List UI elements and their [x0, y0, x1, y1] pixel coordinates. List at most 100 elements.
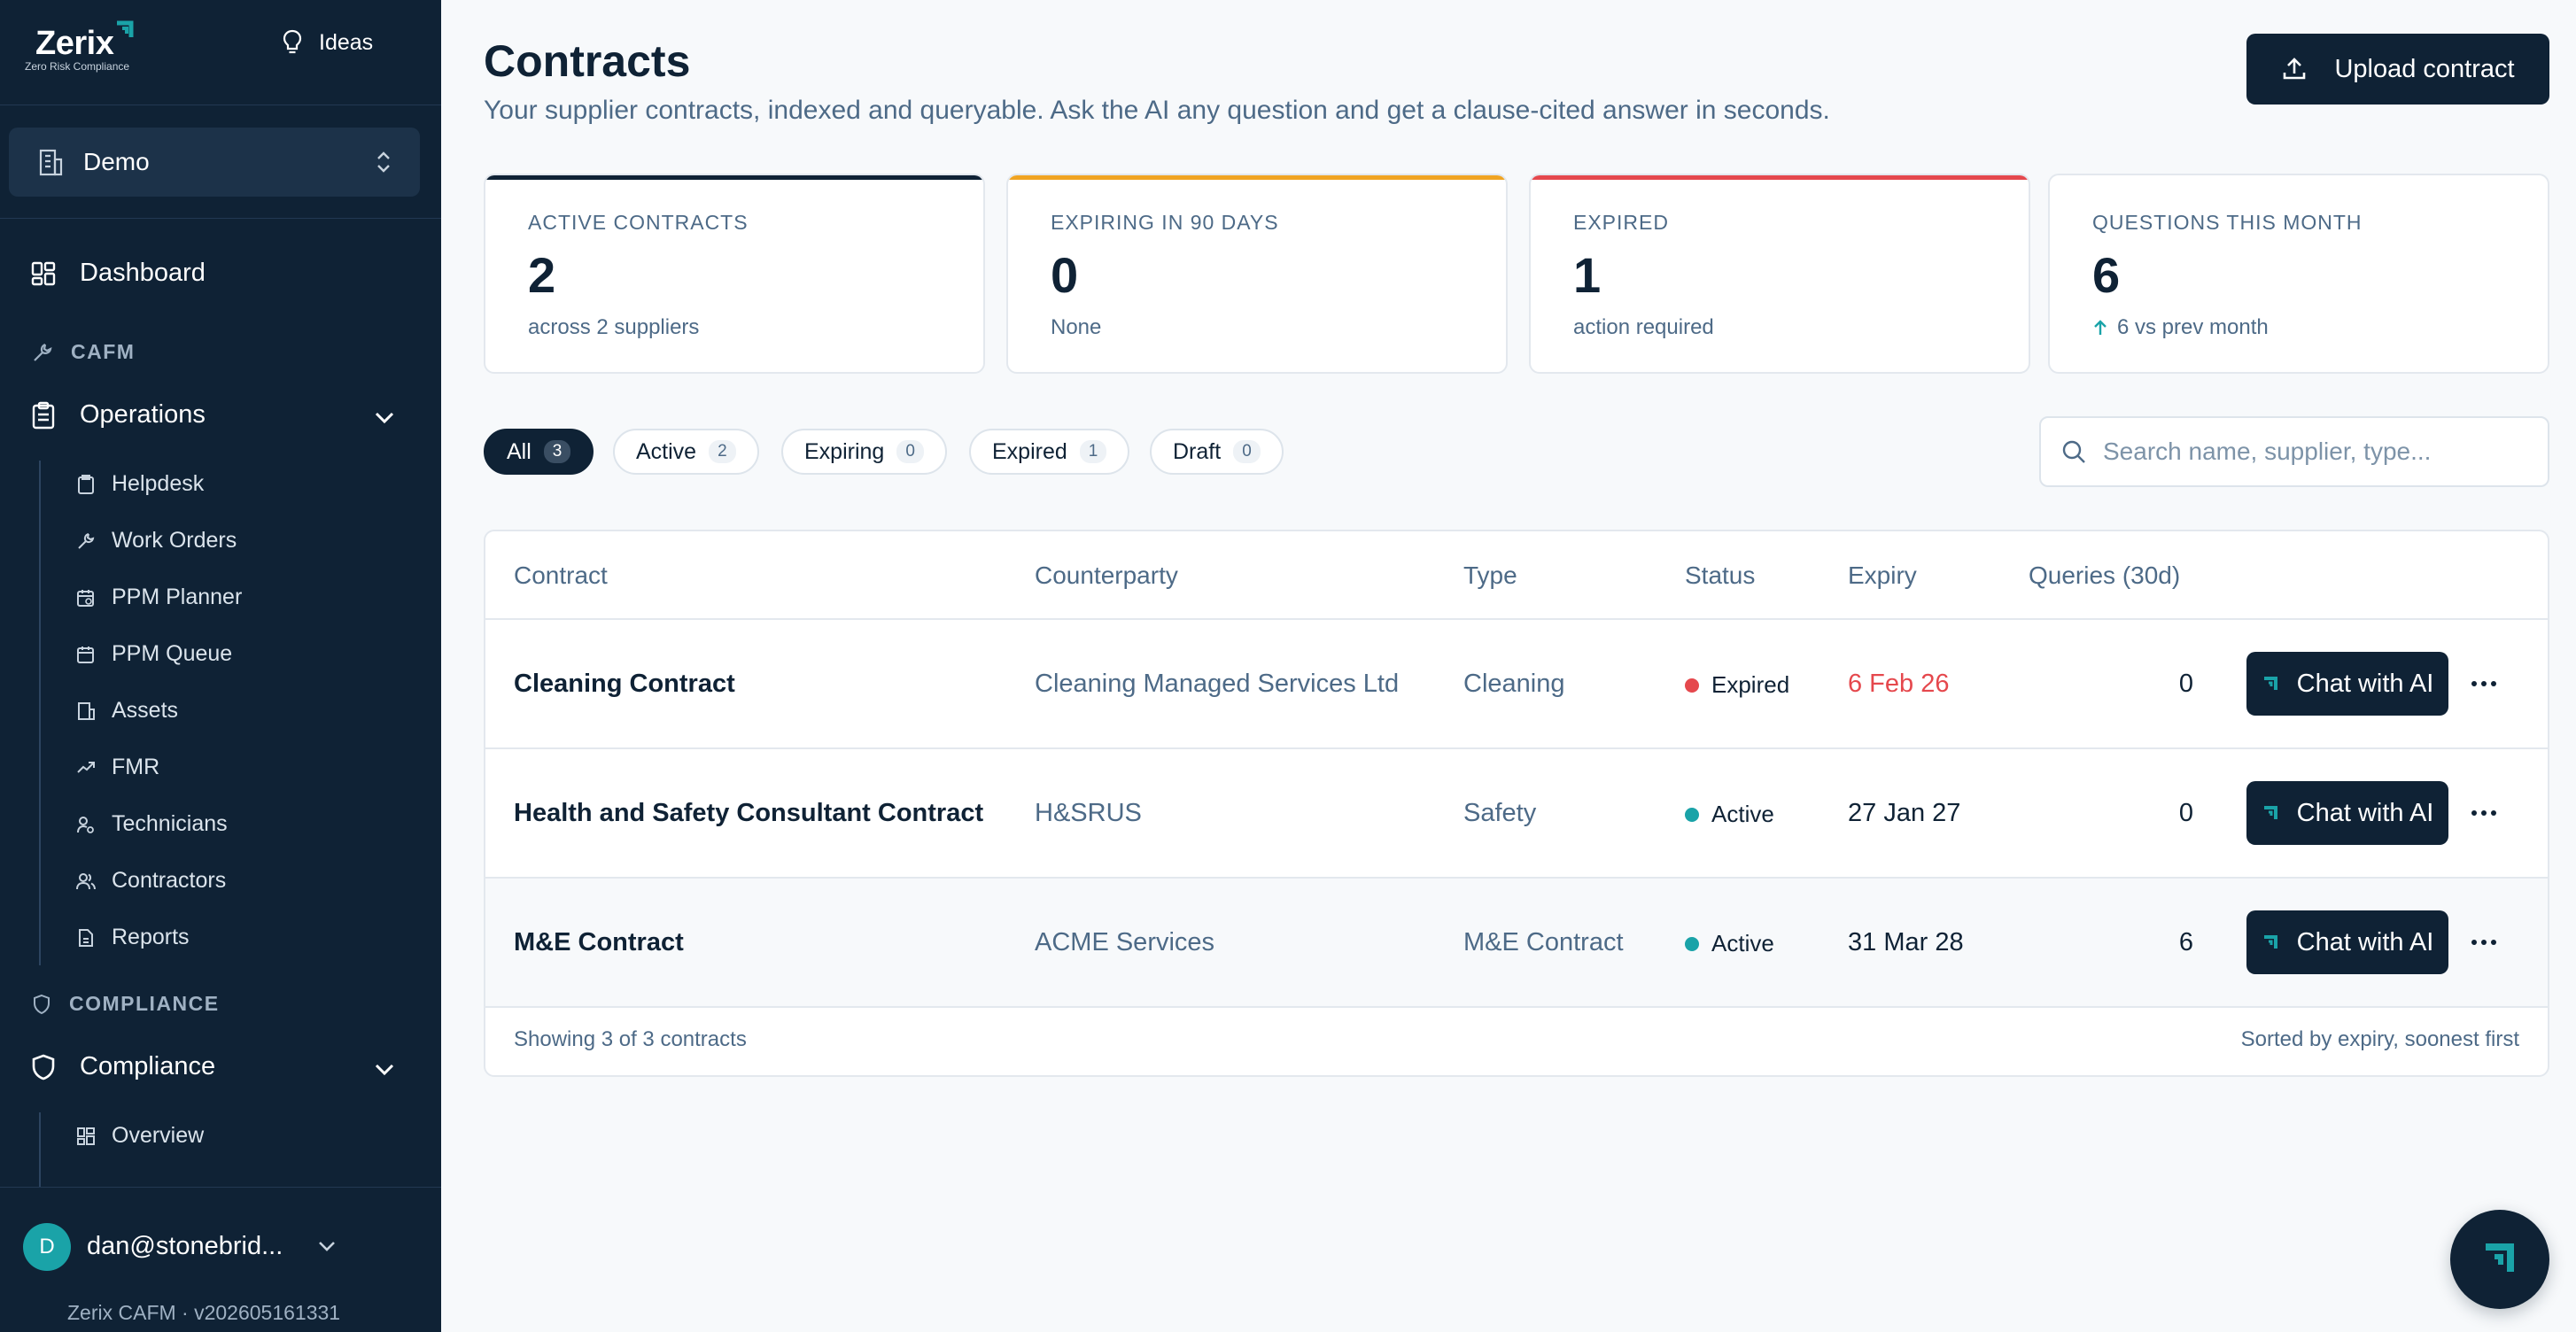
chat-with-ai-button[interactable]: Chat with AI: [2246, 910, 2448, 974]
search-input[interactable]: [2103, 438, 2528, 466]
table-header-divider: [485, 618, 2548, 620]
filter-chip-count: 1: [1079, 440, 1107, 463]
column-header-contract[interactable]: Contract: [514, 561, 608, 589]
sidebar-item-ppm-queue[interactable]: PPM Queue: [76, 641, 232, 667]
filter-chip-label: Expiring: [804, 438, 885, 464]
more-options-button[interactable]: [2463, 668, 2505, 700]
building-icon: [39, 149, 63, 176]
table-row[interactable]: M&E Contract ACME Services M&E Contract …: [485, 879, 2548, 1008]
sidebar-item-operations[interactable]: Operations: [30, 400, 402, 430]
sidebar-item-overview[interactable]: Overview: [76, 1123, 204, 1149]
user-email[interactable]: dan@stonebrid...: [87, 1232, 283, 1260]
more-options-button[interactable]: [2463, 926, 2505, 958]
sidebar-item-contractors[interactable]: Contractors: [76, 868, 226, 894]
stat-card-accent: [1008, 175, 1506, 180]
sidebar-item-label: PPM Planner: [112, 585, 243, 609]
chevron-down-icon[interactable]: [372, 1061, 397, 1079]
upload-contract-button[interactable]: Upload contract: [2246, 34, 2549, 105]
search-box[interactable]: [2039, 416, 2549, 487]
grid-icon: [31, 261, 56, 285]
counterparty: ACME Services: [1035, 928, 1215, 956]
filter-chip-count: 3: [543, 440, 571, 463]
contract-name[interactable]: M&E Contract: [514, 928, 684, 956]
column-header-status[interactable]: Status: [1685, 561, 1756, 589]
sidebar-item-compliance[interactable]: Compliance: [30, 1052, 402, 1081]
sidebar-item-helpdesk[interactable]: Helpdesk: [76, 471, 204, 497]
filter-chip-expiring[interactable]: Expiring 0: [781, 429, 947, 475]
table-row[interactable]: Health and Safety Consultant Contract H&…: [485, 749, 2548, 879]
contract-type: M&E Contract: [1463, 928, 1624, 956]
upload-contract-label: Upload contract: [2334, 54, 2515, 83]
chat-with-ai-button[interactable]: Chat with AI: [2246, 652, 2448, 716]
shield-icon: [34, 994, 50, 1014]
zerix-mark-icon: [2263, 935, 2277, 949]
zerix-mark-icon: [2263, 677, 2277, 690]
lightbulb-icon: [283, 29, 302, 54]
users-icon: [76, 872, 96, 889]
status-badge: Expired: [1685, 671, 1789, 699]
stat-label: QUESTIONS THIS MONTH: [2092, 211, 2363, 234]
zerix-logo[interactable]: Zerix Zero Risk Compliance: [23, 19, 147, 76]
chevron-down-icon[interactable]: [372, 409, 397, 427]
chevron-down-icon[interactable]: [315, 1239, 338, 1255]
stat-value: 2: [528, 247, 556, 303]
more-horizontal-icon: [2471, 681, 2496, 686]
contract-name[interactable]: Cleaning Contract: [514, 670, 735, 698]
sidebar-item-reports[interactable]: Reports: [76, 925, 190, 950]
ideas-label: Ideas: [319, 29, 374, 55]
filter-chip-expired[interactable]: Expired 1: [969, 429, 1130, 475]
filter-chip-all[interactable]: All 3: [484, 429, 594, 475]
filter-chip-label: Expired: [992, 438, 1067, 464]
sidebar-item-dashboard[interactable]: Dashboard: [30, 259, 206, 288]
stat-card-questions: QUESTIONS THIS MONTH 6 6 vs prev month: [2048, 174, 2549, 374]
expiry-date: 6 Feb 26: [1848, 670, 1950, 698]
stat-sub: None: [1051, 315, 1101, 340]
filter-chip-active[interactable]: Active 2: [613, 429, 759, 475]
status-badge: Active: [1685, 801, 1774, 828]
sidebar-item-label: Overview: [112, 1123, 205, 1148]
filter-chip-count: 0: [896, 440, 924, 463]
sidebar-item-fmr[interactable]: FMR: [76, 755, 159, 780]
calendar-clock-icon: [77, 589, 94, 607]
section-header-compliance: COMPLIANCE: [32, 992, 220, 1016]
stat-label: ACTIVE CONTRACTS: [528, 211, 749, 234]
chat-with-ai-button[interactable]: Chat with AI: [2246, 781, 2448, 845]
ideas-link[interactable]: Ideas: [282, 28, 373, 57]
chevron-up-down-icon: [377, 151, 390, 173]
app-version: Zerix CAFM · v202605161331: [67, 1301, 341, 1324]
table-row[interactable]: Cleaning Contract Cleaning Managed Servi…: [485, 620, 2548, 749]
sidebar-item-ppm-planner[interactable]: PPM Planner: [76, 585, 242, 610]
status-badge: Active: [1685, 930, 1774, 957]
org-selector-label: Demo: [83, 148, 150, 175]
contracts-table: Contract Counterparty Type Status Expiry…: [484, 530, 2549, 1077]
filter-chip-count: 0: [1233, 440, 1261, 463]
expiry-date: 31 Mar 28: [1848, 928, 1964, 956]
more-options-button[interactable]: [2463, 797, 2505, 829]
zerix-mark-icon: [2263, 806, 2277, 819]
stat-card-accent: [485, 175, 983, 180]
contract-name[interactable]: Health and Safety Consultant Contract: [514, 799, 984, 827]
stat-sub: across 2 suppliers: [528, 315, 699, 340]
zerix-mark-icon: [2486, 1243, 2514, 1272]
sidebar-item-label: Compliance: [80, 1052, 216, 1080]
stat-label: EXPIRING IN 90 DAYS: [1051, 211, 1279, 234]
column-header-expiry[interactable]: Expiry: [1848, 561, 1917, 589]
more-horizontal-icon: [2471, 940, 2496, 945]
sidebar-item-work-orders[interactable]: Work Orders: [76, 528, 237, 554]
sidebar-item-technicians[interactable]: Technicians: [76, 811, 228, 837]
filter-chip-draft[interactable]: Draft 0: [1150, 429, 1284, 475]
ai-assistant-fab[interactable]: [2450, 1210, 2549, 1309]
sidebar-item-label: Operations: [80, 400, 206, 429]
status-label: Expired: [1711, 671, 1790, 698]
stat-card-active: ACTIVE CONTRACTS 2 across 2 suppliers: [484, 174, 985, 374]
nav-tree-line: [39, 1112, 41, 1201]
column-header-counterparty[interactable]: Counterparty: [1035, 561, 1178, 589]
column-header-queries[interactable]: Queries (30d): [2029, 561, 2181, 589]
sidebar-item-assets[interactable]: Assets: [76, 698, 178, 724]
org-selector[interactable]: Demo: [9, 128, 420, 197]
stat-sub-text: across 2 suppliers: [528, 315, 700, 339]
column-header-type[interactable]: Type: [1463, 561, 1517, 589]
stat-card-expired: EXPIRED 1 action required: [1529, 174, 2030, 374]
sidebar-item-label: FMR: [112, 755, 160, 779]
avatar[interactable]: D: [23, 1223, 71, 1271]
